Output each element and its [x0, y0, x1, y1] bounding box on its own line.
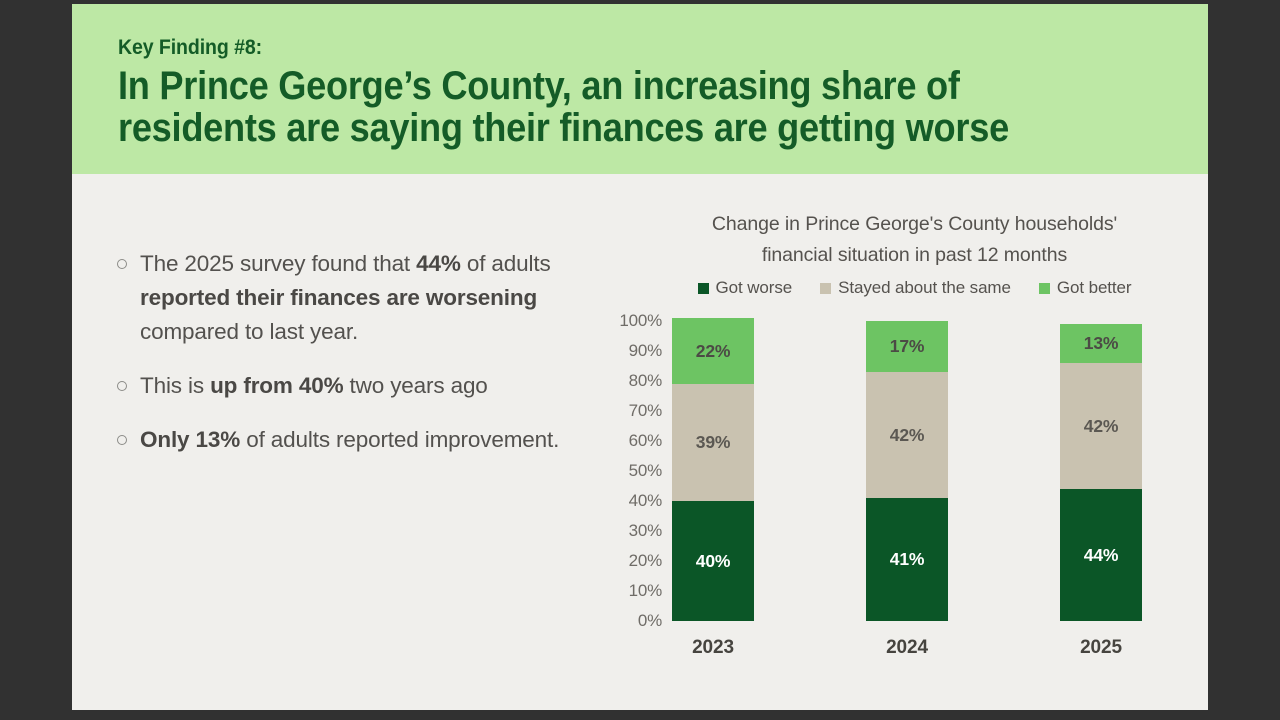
bullet-1-seg-3: reported their finances are worsening: [140, 285, 538, 310]
bullet-1-seg-4: compared to last year.: [140, 319, 359, 344]
bar-stack: 44% 42% 13%: [1060, 324, 1142, 621]
bar-stack: 40% 39% 22%: [672, 318, 754, 621]
chart-title-line-2: financial situation in past 12 months: [761, 244, 1068, 266]
chart-plot-area: 100% 90% 80% 70% 60% 50% 40% 30% 20% 10% 0% 40% 39%…: [542, 311, 1192, 681]
y-axis-tick: 10%: [628, 581, 663, 600]
bullet-text-2: This is up from 40% two years ago: [140, 369, 488, 403]
y-axis-tick: 20%: [628, 551, 663, 570]
page-title: In Prince George’s County, an increasing…: [118, 65, 1065, 149]
bar-segment-2023-2[interactable]: 22%: [672, 318, 754, 384]
bar-segment-2023-0[interactable]: 40%: [672, 501, 754, 621]
legend-swatch-icon: [820, 282, 832, 294]
legend-entry-1[interactable]: Stayed about the same: [820, 278, 1011, 298]
stacked-bar-chart: Change in Prince George's County househo…: [542, 209, 1192, 689]
bar-segment-2024-2[interactable]: 17%: [866, 321, 948, 372]
x-axis-label-2024: 2024: [886, 637, 928, 658]
chart-legend: Got worse Stayed about the same Got better: [542, 278, 1192, 298]
y-axis: 100% 90% 80% 70% 60% 50% 40% 30% 20% 10% 0%: [600, 311, 663, 630]
legend-label: Stayed about the same: [838, 278, 1011, 297]
bullet-1-seg-2: of adults: [460, 251, 551, 276]
list-item: The 2025 survey found that 44% of adults…: [117, 247, 587, 349]
header-banner: Key Finding #8: In Prince George’s Count…: [72, 4, 1208, 174]
legend-swatch-icon: [1038, 282, 1050, 294]
bar-segment-2023-1[interactable]: 39%: [672, 384, 754, 501]
legend-swatch-icon: [697, 282, 709, 294]
bar-group-2025: 44% 42% 13% 2025: [1060, 321, 1142, 658]
bars-layer: 40% 39% 22% 2023 41% 42% 17% 2024 44% 42% 13% 2025: [672, 318, 1192, 658]
y-axis-tick: 60%: [628, 431, 663, 450]
hollow-circle-icon: [117, 381, 127, 391]
bullet-2-seg-2: two years ago: [343, 373, 488, 398]
legend-label: Got better: [1056, 278, 1132, 297]
x-axis-label-2023: 2023: [692, 637, 734, 658]
chart-title-line-1: Change in Prince George's County househo…: [711, 213, 1118, 235]
bar-group-2023: 40% 39% 22% 2023: [672, 318, 754, 658]
legend-label: Got worse: [715, 278, 793, 297]
y-axis-tick: 0%: [637, 611, 662, 630]
bullet-2-seg-1: up from 40%: [210, 373, 344, 398]
bullet-text-1: The 2025 survey found that 44% of adults…: [140, 247, 587, 349]
x-axis-label-2025: 2025: [1080, 637, 1122, 658]
y-axis-tick: 30%: [628, 521, 663, 540]
hollow-circle-icon: [117, 259, 127, 269]
y-axis-tick: 100%: [619, 311, 662, 330]
list-item: Only 13% of adults reported improvement.: [117, 423, 587, 457]
bar-segment-2024-1[interactable]: 42%: [866, 372, 948, 498]
y-axis-tick: 50%: [628, 461, 663, 480]
y-axis-tick: 40%: [628, 491, 663, 510]
eyebrow-label: Key Finding #8:: [118, 36, 263, 59]
y-axis-tick: 80%: [628, 371, 663, 390]
bar-stack: 41% 42% 17%: [866, 321, 948, 621]
bullet-1-seg-0: The 2025 survey found that: [140, 251, 417, 276]
bar-segment-2024-0[interactable]: 41%: [866, 498, 948, 621]
hollow-circle-icon: [117, 435, 127, 445]
bar-group-2024: 41% 42% 17% 2024: [866, 321, 948, 658]
bullet-3-seg-1: of adults reported improvement.: [240, 427, 560, 452]
chart-title: Change in Prince George's County househo…: [542, 209, 1192, 271]
legend-entry-2[interactable]: Got better: [1038, 278, 1132, 298]
bullet-2-seg-0: This is: [140, 373, 211, 398]
bullet-1-seg-1: 44%: [416, 251, 461, 276]
headline-line-1: In Prince George’s County, an increasing…: [118, 64, 960, 108]
list-item: This is up from 40% two years ago: [117, 369, 587, 403]
y-axis-tick: 90%: [628, 341, 663, 360]
y-axis-tick: 70%: [628, 401, 663, 420]
headline-line-2: residents are saying their finances are …: [118, 106, 1009, 150]
legend-entry-0[interactable]: Got worse: [697, 278, 793, 298]
bullet-3-seg-0: Only 13%: [140, 427, 241, 452]
bullet-list: The 2025 survey found that 44% of adults…: [117, 247, 587, 477]
bar-segment-2025-1[interactable]: 42%: [1060, 363, 1142, 489]
bullet-text-3: Only 13% of adults reported improvement.: [140, 423, 559, 457]
bar-segment-2025-0[interactable]: 44%: [1060, 489, 1142, 621]
bar-segment-2025-2[interactable]: 13%: [1060, 324, 1142, 363]
slide-frame: Key Finding #8: In Prince George’s Count…: [72, 4, 1208, 710]
